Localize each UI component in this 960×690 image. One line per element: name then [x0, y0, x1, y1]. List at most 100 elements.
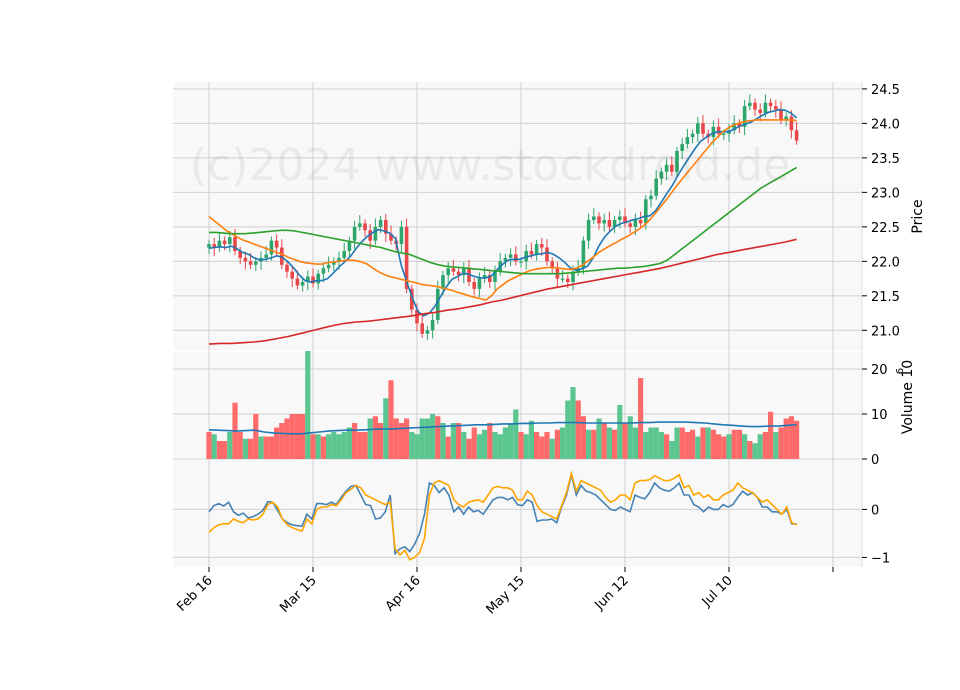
volume-bar — [539, 436, 545, 459]
candle-body — [711, 126, 716, 138]
candle-body — [680, 144, 684, 151]
volume-bar — [263, 436, 269, 459]
candle-body — [659, 171, 664, 179]
candle-body — [311, 276, 315, 284]
volume-axis-title: Volume 10 — [900, 360, 916, 434]
candle-body — [638, 219, 643, 224]
volume-bar — [211, 434, 217, 459]
volume-bar — [445, 436, 451, 459]
volume-bar — [742, 434, 748, 459]
candle-body — [254, 261, 258, 265]
candle-body — [618, 216, 622, 220]
volume-bar — [788, 416, 794, 459]
candle-body — [670, 164, 674, 172]
candle-body — [748, 102, 752, 107]
oscillator-line — [208, 474, 797, 556]
candle-body — [462, 268, 466, 276]
candle-body — [285, 264, 289, 272]
volume-panel — [206, 351, 800, 459]
candle-body — [716, 126, 721, 134]
candle-body — [269, 240, 274, 255]
volume-bar — [580, 416, 586, 459]
candle-body — [774, 106, 778, 110]
candle-body — [446, 268, 450, 276]
volume-bar — [778, 427, 784, 459]
candle-body — [430, 319, 435, 331]
candle-body — [664, 164, 669, 172]
candle-body — [425, 330, 430, 334]
volume-bar — [305, 351, 311, 459]
price-panel — [207, 94, 799, 345]
volume-bar — [768, 411, 774, 459]
volume-bar — [336, 434, 342, 459]
candle-body — [264, 254, 268, 258]
volume-bar — [762, 432, 768, 459]
candle-body — [389, 233, 393, 241]
volume-bar — [596, 418, 602, 459]
x-axis-tick-label: Apr 16 — [383, 573, 424, 614]
candle-body — [352, 226, 357, 241]
x-axis-tick-label: Jul 10 — [699, 573, 736, 610]
volume-bar — [606, 427, 612, 459]
x-axis-tick-label: Jun 12 — [592, 573, 632, 613]
oscillator-panel — [208, 470, 797, 561]
candle-body — [628, 223, 632, 227]
volume-bar — [757, 434, 763, 459]
candle-body — [545, 247, 549, 262]
volume-bar — [783, 418, 789, 459]
candle-body — [514, 254, 518, 262]
volume-bar — [721, 436, 727, 459]
volume-bar — [679, 427, 685, 459]
candle-body — [316, 273, 320, 284]
candle-body — [363, 223, 367, 231]
candle-body — [722, 133, 726, 135]
candle-body — [519, 261, 523, 263]
candle-body — [789, 116, 794, 131]
volume-bar — [326, 434, 332, 459]
volume-bar — [736, 429, 742, 459]
volume-bar — [430, 414, 436, 459]
volume-bar — [253, 414, 259, 459]
candle-body — [784, 116, 788, 120]
volume-bar — [357, 432, 363, 459]
volume-bar — [632, 427, 638, 459]
candle-body — [508, 254, 513, 258]
volume-axis-tick-label: 0 — [871, 453, 879, 468]
moving-average-line — [208, 238, 797, 345]
candle-body — [732, 123, 736, 131]
candle-body — [586, 219, 591, 241]
candle-body — [794, 130, 799, 141]
candle-body — [456, 271, 461, 276]
candle-body — [644, 199, 648, 224]
volume-bar — [331, 432, 337, 459]
volume-bar — [315, 434, 321, 459]
candle-body — [488, 275, 492, 283]
volume-bar — [508, 423, 514, 459]
candle-body — [737, 123, 742, 127]
candle-body — [207, 244, 211, 248]
volume-bar — [716, 434, 722, 459]
candle-body — [742, 106, 747, 127]
candle-body — [524, 250, 528, 262]
candle-body — [378, 219, 383, 227]
volume-bar — [726, 434, 732, 459]
candle-body — [753, 102, 757, 110]
candle-body — [326, 264, 331, 269]
watermark-text: (c)2024 www.stockdroid.de — [190, 140, 790, 191]
volume-bar — [268, 436, 274, 459]
price-axis-tick-label: 24.5 — [871, 83, 900, 98]
volume-axis-tick-label: 20 — [871, 363, 888, 378]
candle-body — [290, 271, 294, 279]
volume-bar — [513, 409, 519, 459]
candle-body — [217, 240, 222, 248]
volume-bar — [320, 436, 326, 459]
candle-body — [779, 109, 783, 120]
volume-bar — [669, 441, 675, 459]
volume-bar — [289, 414, 295, 459]
candle-body — [696, 123, 700, 134]
volume-bar — [731, 429, 737, 459]
candle-body — [560, 278, 565, 280]
candle-body — [701, 123, 705, 134]
moving-average-line — [208, 119, 797, 301]
